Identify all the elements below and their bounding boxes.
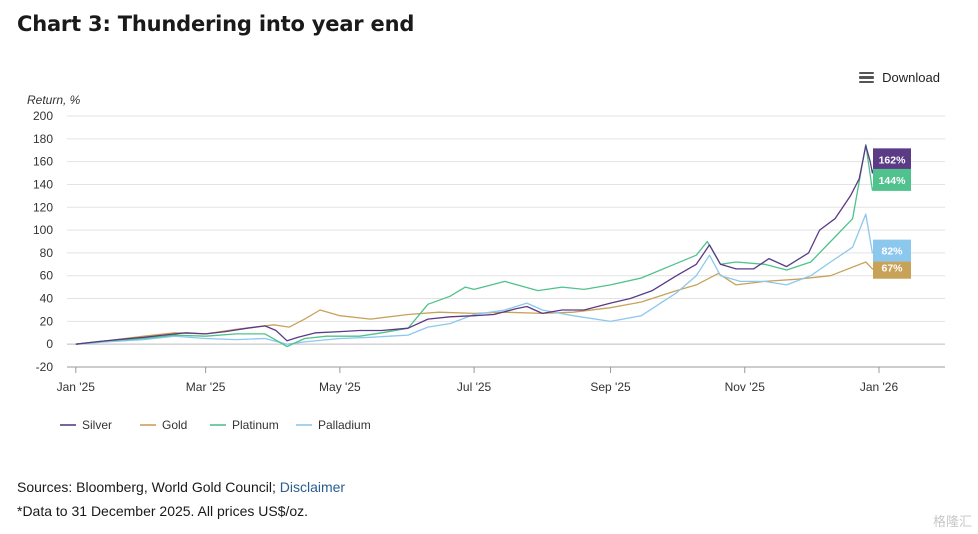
disclaimer-link[interactable]: Disclaimer (279, 479, 346, 495)
x-tick-label: Nov '25 (725, 380, 766, 394)
y-tick-label: 200 (33, 109, 53, 123)
watermark-logo: 格隆汇 (932, 515, 972, 530)
x-tick-label: Jul '25 (457, 380, 492, 394)
menu-icon (859, 71, 875, 84)
end-label-box-silver (873, 148, 911, 171)
y-tick-label: 160 (33, 155, 53, 169)
x-tick-label: Sep '25 (590, 380, 631, 394)
x-tick-label: May '25 (319, 380, 361, 394)
x-tick-label: Mar '25 (186, 380, 226, 394)
y-tick-label: 100 (33, 223, 53, 237)
returns-line-chart: Return, % -20 0 20 40 60 80 100 120 140 160 180 200 J… (27, 93, 945, 432)
series-line-palladium (75, 213, 878, 345)
legend-label-gold: Gold (162, 418, 187, 432)
end-label-gold: 67% (881, 263, 903, 275)
y-tick-label: 120 (33, 200, 53, 214)
legend-label-palladium: Palladium (318, 418, 371, 432)
end-label-silver: 162% (879, 154, 907, 166)
download-button[interactable]: Download (859, 70, 940, 85)
sources-text: Sources: Bloomberg, World Gold Council; (17, 479, 280, 495)
y-tick-label: 180 (33, 132, 53, 146)
end-label-palladium: 82% (881, 246, 903, 258)
y-axis-label: Return, % (27, 93, 81, 107)
x-tick-label: Jan '26 (860, 380, 899, 394)
download-label: Download (882, 70, 940, 85)
end-label-platinum: 144% (879, 175, 907, 187)
end-label-box-platinum (873, 168, 911, 191)
y-tick-label: 0 (46, 337, 53, 351)
chart-title: Chart 3: Thundering into year end (17, 12, 415, 36)
series-line-silver (75, 145, 878, 345)
end-label-box-palladium (873, 239, 911, 262)
y-tick-label: 140 (33, 177, 53, 191)
legend-label-silver: Silver (82, 418, 112, 432)
sources-note: Sources: Bloomberg, World Gold Council; … (17, 479, 345, 495)
data-note: *Data to 31 December 2025. All prices US… (17, 503, 309, 519)
x-tick-label: Jan '25 (57, 380, 96, 394)
series-line-platinum (75, 143, 878, 348)
y-tick-label: 60 (40, 269, 54, 283)
y-tick-label: 40 (40, 292, 54, 306)
end-label-box-gold (873, 256, 911, 279)
legend-label-platinum: Platinum (232, 418, 279, 432)
y-tick-label: 80 (40, 246, 54, 260)
y-tick-label: 20 (40, 314, 54, 328)
y-tick-label: -20 (36, 360, 54, 374)
series-line-gold (75, 261, 877, 345)
